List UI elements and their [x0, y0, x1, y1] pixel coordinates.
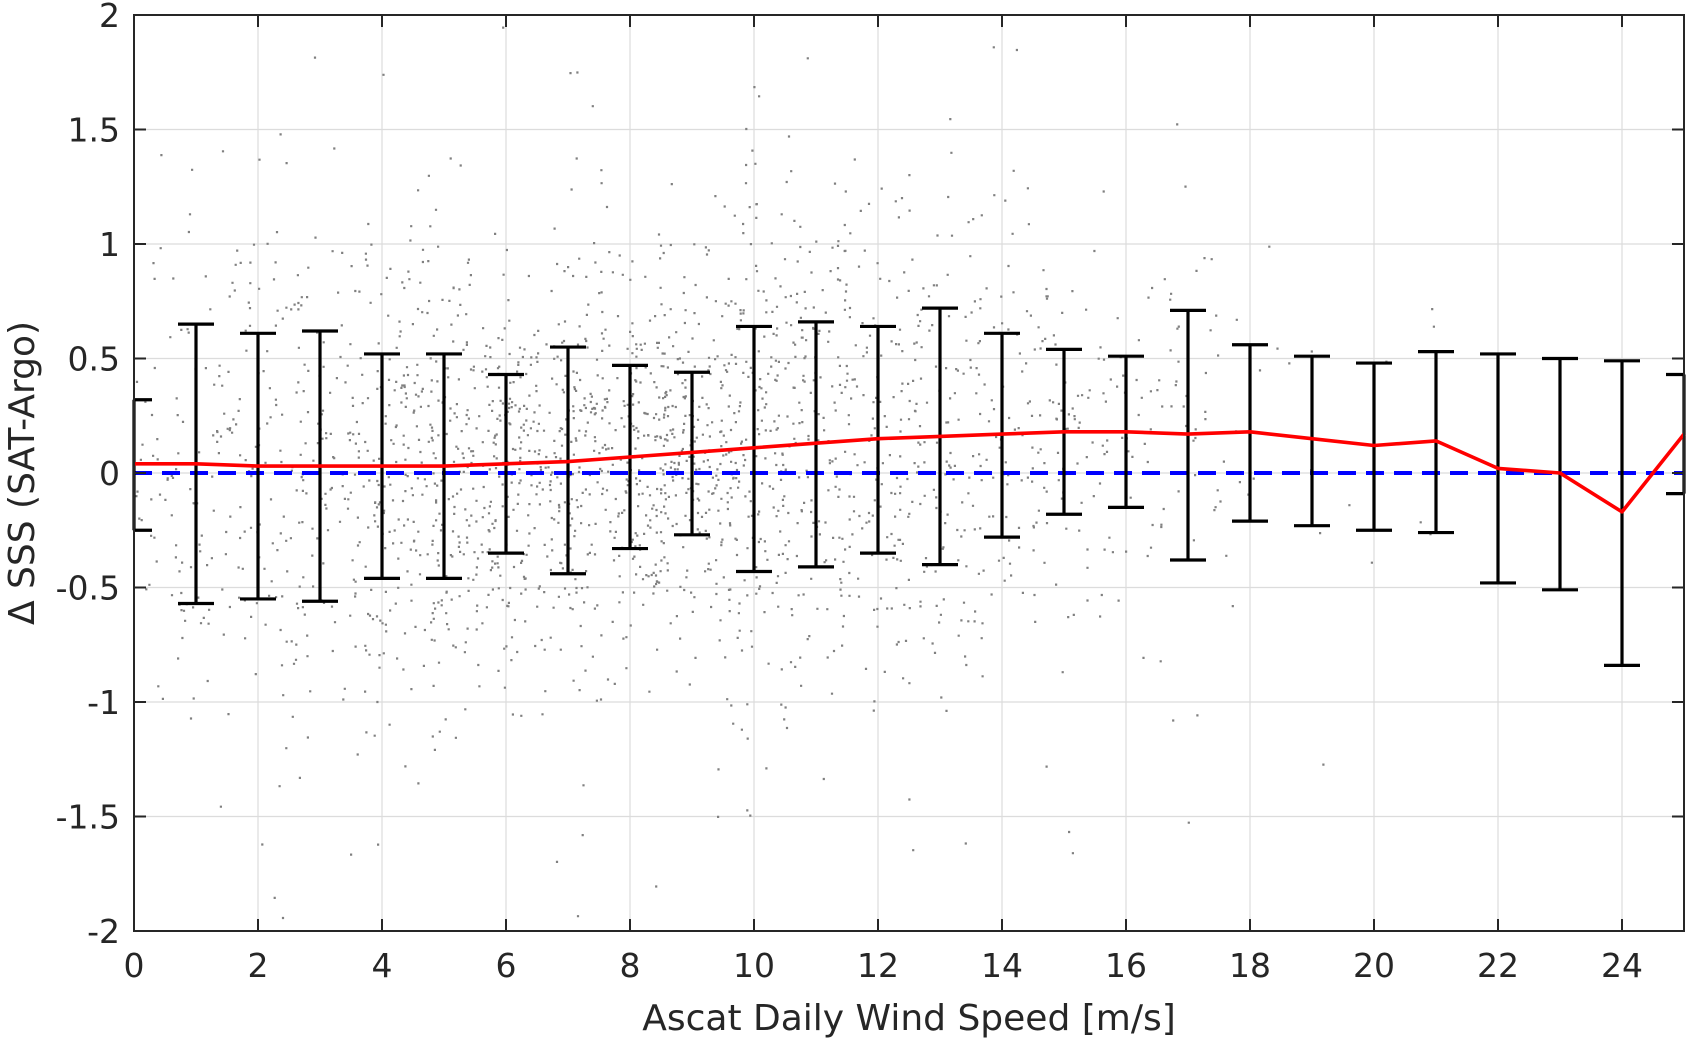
x-tick-label-3: 6: [496, 946, 517, 985]
errorbar-layer: [132, 306, 1686, 667]
y-tick-label-8: 2: [99, 0, 120, 35]
mean-line: [134, 429, 1686, 514]
x-tick-label-1: 2: [248, 946, 269, 985]
x-tick-label-5: 10: [733, 946, 775, 985]
x-tick-label-11: 22: [1477, 946, 1519, 985]
x-axis-label: Ascat Daily Wind Speed [m/s]: [642, 998, 1176, 1039]
y-tick-label-5: 0.5: [68, 340, 120, 379]
y-tick-label-6: 1: [99, 225, 120, 264]
x-tick-label-0: 0: [124, 946, 145, 985]
x-tick-label-12: 24: [1601, 946, 1643, 985]
tick-label-layer: 0 2 4 6 8 10 12 14 16 18 20 22 24-2-1.5-1-0.500.511.…: [56, 0, 1643, 985]
x-tick-label-2: 4: [372, 946, 393, 985]
y-tick-label-4: 0: [99, 454, 120, 493]
x-tick-label-4: 8: [620, 946, 641, 985]
y-tick-label-1: -1.5: [56, 798, 120, 837]
y-axis-label: Δ SSS (SAT-Argo): [2, 321, 43, 625]
x-tick-label-8: 16: [1105, 946, 1147, 985]
y-tick-label-0: -2: [87, 912, 120, 951]
y-tick-label-2: -1: [87, 683, 120, 722]
axes-layer: [133, 14, 1685, 932]
mean-layer: [134, 429, 1686, 514]
y-tick-label-7: 1.5: [68, 111, 120, 150]
x-tick-label-9: 18: [1229, 946, 1271, 985]
x-tick-label-7: 14: [981, 946, 1023, 985]
y-tick-label-3: -0.5: [56, 569, 120, 608]
x-tick-label-10: 20: [1353, 946, 1395, 985]
x-tick-label-6: 12: [857, 946, 899, 985]
error-bar-19: [1294, 354, 1330, 528]
